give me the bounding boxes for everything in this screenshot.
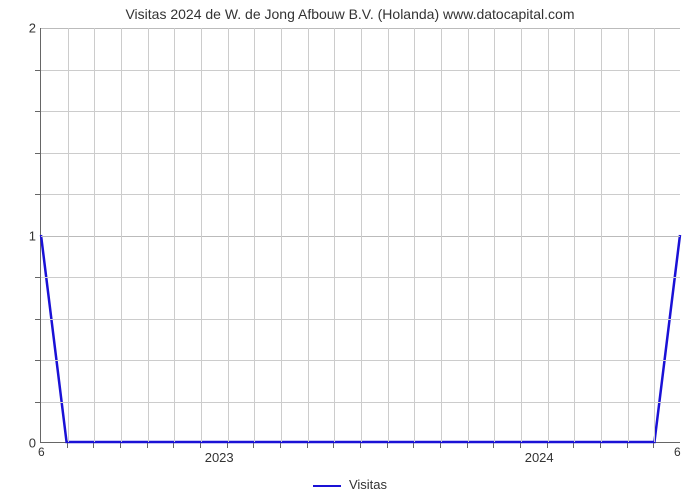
grid-line-v	[94, 28, 95, 442]
y-minor-tick	[35, 319, 40, 320]
x-tick-label: 2024	[525, 450, 554, 465]
x-minor-tick	[653, 443, 654, 448]
x-minor-tick	[173, 443, 174, 448]
grid-line-v	[254, 28, 255, 442]
y-minor-tick	[35, 277, 40, 278]
grid-line-v	[361, 28, 362, 442]
grid-line-v	[68, 28, 69, 442]
grid-line-v	[601, 28, 602, 442]
x-minor-tick	[413, 443, 414, 448]
grid-line-v	[121, 28, 122, 442]
x-minor-tick	[307, 443, 308, 448]
x-minor-tick	[520, 443, 521, 448]
x-minor-tick	[360, 443, 361, 448]
x-minor-tick	[573, 443, 574, 448]
legend-swatch	[313, 485, 341, 487]
grid-line-v	[228, 28, 229, 442]
y-minor-tick	[35, 111, 40, 112]
grid-line-v	[574, 28, 575, 442]
x-minor-tick	[493, 443, 494, 448]
x-tick-label: 2023	[205, 450, 234, 465]
x-minor-tick	[227, 443, 228, 448]
y-tick-label: 2	[6, 21, 36, 36]
plot-area	[40, 28, 680, 443]
x-corner-left: 6	[38, 445, 45, 459]
x-minor-tick	[253, 443, 254, 448]
grid-line-v	[521, 28, 522, 442]
grid-line-v	[281, 28, 282, 442]
grid-line-v	[548, 28, 549, 442]
grid-line-v	[628, 28, 629, 442]
y-minor-tick	[35, 153, 40, 154]
legend-label: Visitas	[349, 477, 387, 492]
x-minor-tick	[120, 443, 121, 448]
grid-line-v	[174, 28, 175, 442]
y-minor-tick	[35, 360, 40, 361]
grid-line-v	[334, 28, 335, 442]
x-minor-tick	[333, 443, 334, 448]
y-minor-tick	[35, 70, 40, 71]
grid-line-v	[468, 28, 469, 442]
x-minor-tick	[387, 443, 388, 448]
chart-title: Visitas 2024 de W. de Jong Afbouw B.V. (…	[0, 6, 700, 22]
x-minor-tick	[600, 443, 601, 448]
grid-line-v	[388, 28, 389, 442]
x-minor-tick	[147, 443, 148, 448]
x-minor-tick	[280, 443, 281, 448]
grid-line-v	[494, 28, 495, 442]
grid-line-v	[414, 28, 415, 442]
x-minor-tick	[440, 443, 441, 448]
x-minor-tick	[547, 443, 548, 448]
chart-container: Visitas 2024 de W. de Jong Afbouw B.V. (…	[0, 0, 700, 500]
grid-line-v	[308, 28, 309, 442]
x-minor-tick	[627, 443, 628, 448]
grid-line-v	[441, 28, 442, 442]
x-minor-tick	[200, 443, 201, 448]
x-minor-tick	[93, 443, 94, 448]
grid-line-v	[201, 28, 202, 442]
y-minor-tick	[35, 402, 40, 403]
grid-line-v	[148, 28, 149, 442]
y-minor-tick	[35, 194, 40, 195]
x-minor-tick	[67, 443, 68, 448]
y-tick-label: 1	[6, 228, 36, 243]
y-tick-label: 0	[6, 436, 36, 451]
grid-line-v	[654, 28, 655, 442]
x-minor-tick	[467, 443, 468, 448]
legend: Visitas	[0, 477, 700, 492]
x-corner-right: 6	[674, 445, 681, 459]
